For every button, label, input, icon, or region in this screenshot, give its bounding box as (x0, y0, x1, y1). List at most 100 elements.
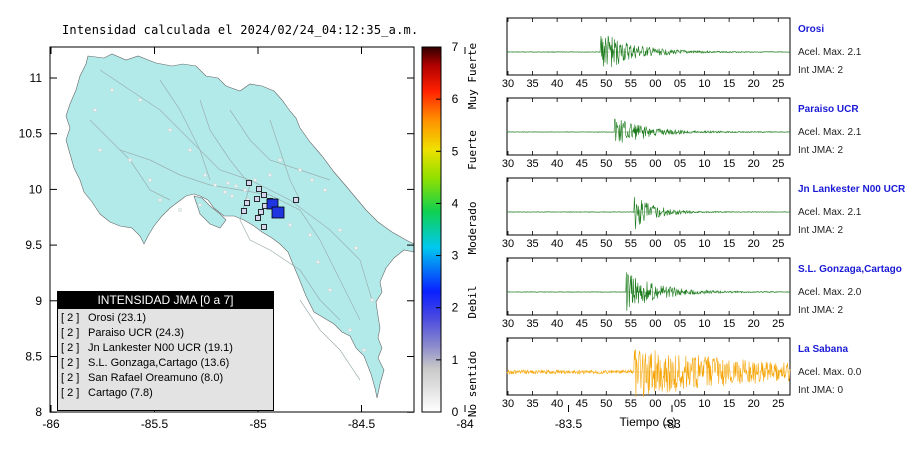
waveform-tick: 50 (600, 78, 612, 90)
station-name: Orosi (798, 24, 825, 35)
waveform-tick: 30 (502, 318, 514, 330)
colorbar-label: Muy Fuerte (466, 43, 479, 109)
waveform-tick: 30 (502, 78, 514, 90)
waveform-tick: 45 (576, 158, 588, 170)
map-y-tick: 10 (29, 182, 43, 196)
station-marker-main (271, 206, 285, 219)
waveform-tick: 55 (625, 398, 637, 410)
map-y-tick: 9 (35, 294, 42, 308)
waveform-panels: 30 35 40 45 50 55 00 05 10 15 20 25 30 35 40 45 50 55 00 05… (502, 17, 791, 410)
map-x-tick: -86 (42, 417, 60, 431)
waveform-tick: 55 (625, 158, 637, 170)
waveform-tick: 25 (772, 78, 784, 90)
waveform-tick: 25 (772, 398, 784, 410)
waveform-tick: 05 (674, 318, 686, 330)
station-accel: Acel. Max. 2.1 (798, 47, 862, 58)
colorbar-tick: 3 (452, 249, 459, 263)
station-marker (244, 200, 250, 206)
map-x-tick: -85 (249, 417, 267, 431)
waveform-tick: 15 (723, 78, 735, 90)
waveform-tick: 55 (625, 318, 637, 330)
waveform-tick: 50 (600, 238, 612, 250)
station-marker (256, 186, 262, 192)
waveform-tick: 25 (772, 158, 784, 170)
waveform-tick: 00 (649, 78, 661, 90)
legend-item-name: S.L. Gonzaga,Cartago (13.6) (88, 357, 230, 369)
waveform-tick: 20 (748, 318, 760, 330)
waveform-tick: 50 (600, 158, 612, 170)
waveform-tick: 15 (723, 398, 735, 410)
colorbar-label: Debil (466, 285, 479, 318)
legend-item: [ 2 ] Orosi (23.1) (58, 311, 273, 326)
waveform-tick: 40 (551, 398, 563, 410)
legend-item: [ 2 ] Paraiso UCR (24.3) (58, 326, 273, 341)
station-accel: Acel. Max. 2.0 (798, 287, 862, 298)
station-marker (241, 208, 247, 214)
waveform-trace (506, 196, 791, 230)
waveform-tick: 40 (551, 238, 563, 250)
station-accel: Acel. Max. 0.0 (798, 367, 862, 378)
waveform-tick: 35 (526, 78, 538, 90)
map-y-tick: 10.5 (19, 127, 43, 141)
station-marker (254, 196, 260, 202)
intensity-colorbar: 0 1 2 3 4 5 6 7 No sentido Debil Moderado Fuerte Mu… (421, 40, 479, 419)
legend-item-level: [ 2 ] (61, 387, 80, 399)
waveform-tick: 50 (600, 318, 612, 330)
station-markers (241, 180, 299, 230)
waveform-panel: 30 35 40 45 50 55 00 05 10 15 20 25 (502, 257, 791, 330)
legend-item: [ 2 ] S.L. Gonzaga,Cartago (13.6) (58, 356, 273, 371)
waveform-xlabel: Tiempo (s) (620, 415, 677, 429)
waveform-tick: 40 (551, 78, 563, 90)
waveform-tick: 30 (502, 398, 514, 410)
waveform-tick: 20 (748, 78, 760, 90)
waveform-panel: 30 35 40 45 50 55 00 05 10 15 20 25 (502, 97, 791, 170)
map-x-tick: -85.5 (141, 417, 169, 431)
legend-item: [ 2 ] San Rafael Oreamuno (8.0) (58, 371, 273, 386)
map-x-tick: -83.5 (555, 417, 583, 431)
waveform-tick: 25 (772, 318, 784, 330)
waveform-tick: 35 (526, 158, 538, 170)
waveform-panel: 30 35 40 45 50 55 00 05 10 15 20 25 (502, 17, 791, 90)
colorbar-tick: 1 (452, 353, 459, 367)
waveform-tick: 00 (649, 158, 661, 170)
legend-item-name: Paraiso UCR (24.3) (88, 327, 184, 339)
legend-header: INTENSIDAD JMA [0 a 7] (58, 292, 273, 309)
station-marker (246, 180, 252, 186)
map-title: Intensidad calculada el 2024/02/24_04:12… (62, 23, 419, 37)
waveform-tick: 10 (698, 158, 710, 170)
waveform-tick: 10 (698, 78, 710, 90)
waveform-tick: 35 (526, 398, 538, 410)
waveform-tick: 45 (576, 78, 588, 90)
waveform-tick: 05 (674, 78, 686, 90)
waveform-tick: 00 (649, 318, 661, 330)
legend-item-level: [ 2 ] (61, 357, 80, 369)
legend-item-level: [ 2 ] (61, 342, 80, 354)
waveform-tick: 30 (502, 238, 514, 250)
waveform-tick: 10 (698, 398, 710, 410)
map-y-tick: 8.5 (25, 350, 42, 364)
station-accel: Acel. Max. 2.1 (798, 207, 862, 218)
waveform-tick: 00 (649, 238, 661, 250)
colorbar-label: No sentido (466, 351, 479, 417)
station-jma: Int JMA: 2 (798, 225, 844, 236)
waveform-tick: 10 (698, 318, 710, 330)
map-y-tick: 11 (30, 71, 43, 85)
station-name: Paraiso UCR (798, 104, 859, 115)
waveform-tick: 05 (674, 238, 686, 250)
legend-item-level: [ 2 ] (61, 372, 80, 384)
waveform-tick: 45 (576, 318, 588, 330)
waveform-tick: 15 (723, 238, 735, 250)
station-marker (258, 209, 264, 215)
colorbar-tick: 5 (452, 144, 459, 158)
colorbar-tick: 4 (452, 196, 459, 210)
map-x-tick: -83 (663, 417, 681, 431)
legend-item: [ 2 ] Cartago (7.8) (58, 386, 273, 401)
legend-item-name: Cartago (7.8) (88, 387, 153, 399)
station-accel: Acel. Max. 2.1 (798, 127, 862, 138)
waveform-trace (506, 118, 791, 143)
waveform-tick: 35 (526, 238, 538, 250)
colorbar-tick: 0 (452, 405, 459, 419)
waveform-tick: 45 (576, 238, 588, 250)
station-jma: Int JMA: 2 (798, 65, 844, 76)
